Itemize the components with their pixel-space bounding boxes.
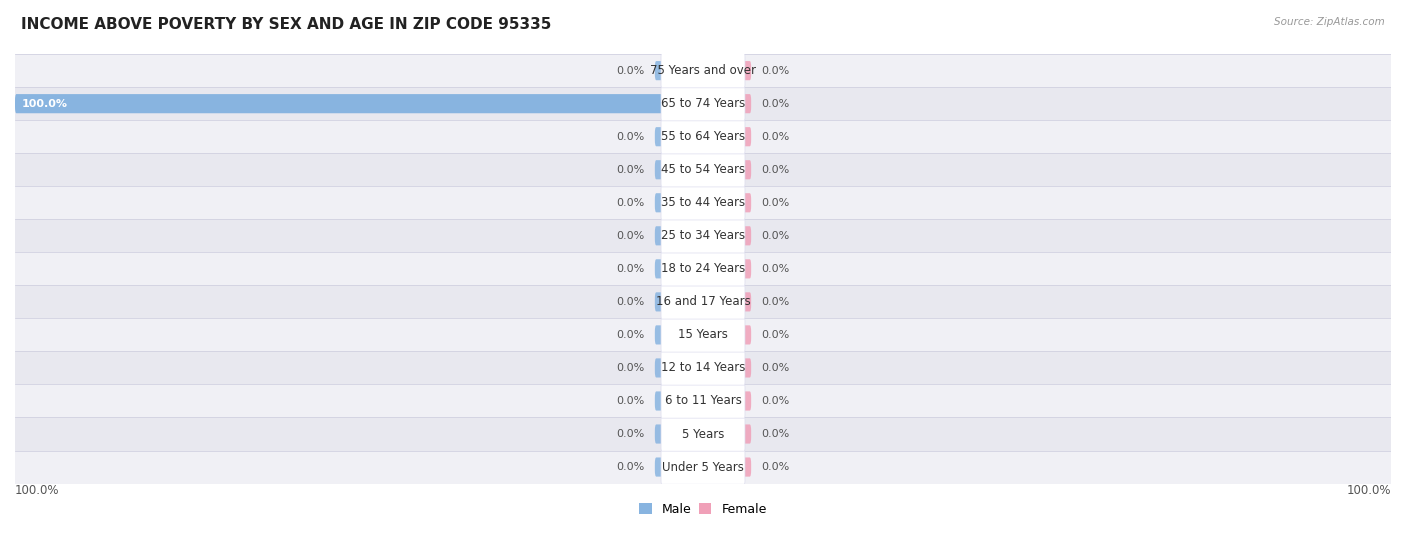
Text: 75 Years and over: 75 Years and over [650, 64, 756, 77]
Text: 0.0%: 0.0% [762, 65, 790, 75]
Text: 0.0%: 0.0% [616, 132, 644, 142]
Bar [0, 219, 1406, 252]
Text: 0.0%: 0.0% [616, 462, 644, 472]
FancyBboxPatch shape [703, 457, 751, 477]
FancyBboxPatch shape [655, 424, 703, 444]
Text: INCOME ABOVE POVERTY BY SEX AND AGE IN ZIP CODE 95335: INCOME ABOVE POVERTY BY SEX AND AGE IN Z… [21, 17, 551, 32]
FancyBboxPatch shape [661, 120, 745, 154]
Text: 0.0%: 0.0% [616, 330, 644, 340]
FancyBboxPatch shape [661, 384, 745, 418]
Text: 0.0%: 0.0% [616, 165, 644, 175]
Text: 0.0%: 0.0% [616, 231, 644, 241]
FancyBboxPatch shape [661, 285, 745, 319]
Text: 65 to 74 Years: 65 to 74 Years [661, 97, 745, 110]
Text: 25 to 34 Years: 25 to 34 Years [661, 229, 745, 242]
FancyBboxPatch shape [703, 325, 751, 344]
FancyBboxPatch shape [703, 424, 751, 444]
Bar [0, 319, 1406, 352]
Bar [0, 186, 1406, 219]
Text: 35 to 44 Years: 35 to 44 Years [661, 196, 745, 209]
Text: 0.0%: 0.0% [762, 363, 790, 373]
Text: 12 to 14 Years: 12 to 14 Years [661, 362, 745, 375]
FancyBboxPatch shape [655, 457, 703, 477]
FancyBboxPatch shape [661, 318, 745, 352]
Text: 0.0%: 0.0% [762, 198, 790, 208]
Text: 6 to 11 Years: 6 to 11 Years [665, 395, 741, 408]
Text: 0.0%: 0.0% [616, 363, 644, 373]
FancyBboxPatch shape [15, 94, 703, 113]
Bar [0, 352, 1406, 385]
Text: 55 to 64 Years: 55 to 64 Years [661, 130, 745, 143]
FancyBboxPatch shape [661, 219, 745, 253]
FancyBboxPatch shape [703, 160, 751, 179]
Text: 5 Years: 5 Years [682, 428, 724, 440]
Text: 0.0%: 0.0% [762, 429, 790, 439]
Bar [0, 451, 1406, 484]
FancyBboxPatch shape [661, 417, 745, 451]
Text: 0.0%: 0.0% [762, 462, 790, 472]
FancyBboxPatch shape [703, 391, 751, 410]
FancyBboxPatch shape [661, 54, 745, 88]
Bar [0, 252, 1406, 285]
Text: 18 to 24 Years: 18 to 24 Years [661, 262, 745, 276]
FancyBboxPatch shape [655, 259, 703, 278]
Text: 0.0%: 0.0% [762, 330, 790, 340]
FancyBboxPatch shape [655, 292, 703, 311]
Text: 100.0%: 100.0% [1347, 484, 1391, 496]
Bar [0, 120, 1406, 153]
FancyBboxPatch shape [703, 127, 751, 146]
Text: Under 5 Years: Under 5 Years [662, 461, 744, 473]
Text: 0.0%: 0.0% [762, 264, 790, 274]
Text: 0.0%: 0.0% [762, 99, 790, 108]
Text: Source: ZipAtlas.com: Source: ZipAtlas.com [1274, 17, 1385, 27]
FancyBboxPatch shape [703, 292, 751, 311]
FancyBboxPatch shape [655, 226, 703, 245]
FancyBboxPatch shape [655, 160, 703, 179]
FancyBboxPatch shape [661, 186, 745, 220]
Bar [0, 418, 1406, 451]
FancyBboxPatch shape [661, 153, 745, 187]
FancyBboxPatch shape [661, 87, 745, 121]
Bar [0, 153, 1406, 186]
FancyBboxPatch shape [703, 358, 751, 377]
Text: 0.0%: 0.0% [762, 231, 790, 241]
FancyBboxPatch shape [661, 450, 745, 484]
Text: 0.0%: 0.0% [616, 198, 644, 208]
FancyBboxPatch shape [703, 94, 751, 113]
Text: 100.0%: 100.0% [22, 99, 67, 108]
Text: 45 to 54 Years: 45 to 54 Years [661, 163, 745, 176]
Bar [0, 285, 1406, 319]
Text: 0.0%: 0.0% [762, 132, 790, 142]
Text: 0.0%: 0.0% [616, 396, 644, 406]
Bar [0, 54, 1406, 87]
FancyBboxPatch shape [655, 61, 703, 80]
FancyBboxPatch shape [703, 259, 751, 278]
FancyBboxPatch shape [655, 391, 703, 410]
Text: 0.0%: 0.0% [616, 65, 644, 75]
Bar [0, 385, 1406, 418]
FancyBboxPatch shape [655, 358, 703, 377]
Text: 100.0%: 100.0% [15, 484, 59, 496]
Text: 0.0%: 0.0% [762, 165, 790, 175]
FancyBboxPatch shape [703, 61, 751, 80]
FancyBboxPatch shape [661, 350, 745, 385]
FancyBboxPatch shape [655, 127, 703, 146]
FancyBboxPatch shape [703, 226, 751, 245]
FancyBboxPatch shape [655, 325, 703, 344]
Text: 0.0%: 0.0% [762, 396, 790, 406]
Text: 0.0%: 0.0% [616, 297, 644, 307]
Legend: Male, Female: Male, Female [640, 503, 766, 516]
Text: 15 Years: 15 Years [678, 328, 728, 342]
Text: 16 and 17 Years: 16 and 17 Years [655, 295, 751, 309]
Text: 0.0%: 0.0% [616, 429, 644, 439]
FancyBboxPatch shape [655, 193, 703, 212]
FancyBboxPatch shape [703, 193, 751, 212]
Bar [0, 87, 1406, 120]
Text: 0.0%: 0.0% [762, 297, 790, 307]
Text: 0.0%: 0.0% [616, 264, 644, 274]
FancyBboxPatch shape [661, 252, 745, 286]
